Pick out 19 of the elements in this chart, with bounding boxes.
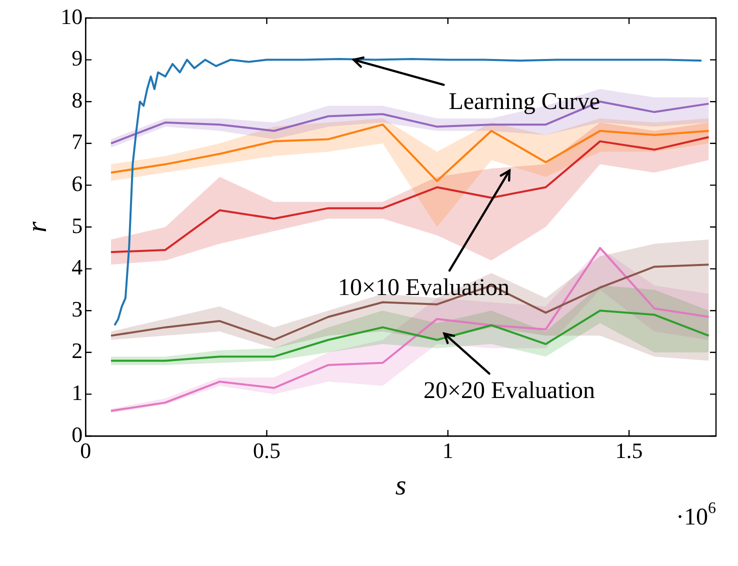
annotation: Learning Curve (448, 89, 600, 116)
y-tick-label: 4 (72, 254, 83, 280)
y-tick-label: 1 (72, 380, 83, 405)
x-axis-title: s (395, 470, 406, 502)
y-tick-label: 3 (72, 296, 83, 322)
annotation: 20×20 Evaluation (424, 378, 596, 404)
y-tick-label: 6 (72, 170, 83, 196)
y-tick-label: 9 (72, 46, 83, 71)
y-tick-label: 7 (72, 129, 83, 154)
x-tick-label: 1 (442, 438, 454, 463)
y-tick-label: 0 (72, 422, 83, 447)
x-tick-label: 0.5 (253, 438, 280, 463)
y-axis-title: r (22, 221, 54, 232)
x-tick-label: 1.5 (615, 438, 643, 463)
y-tick-label: 2 (72, 338, 83, 364)
y-tick-label: 10 (60, 4, 83, 29)
y-tick-label: 8 (72, 87, 83, 112)
y-tick-label: 5 (72, 212, 83, 238)
annotation: 10×10 Evaluation (338, 274, 510, 301)
